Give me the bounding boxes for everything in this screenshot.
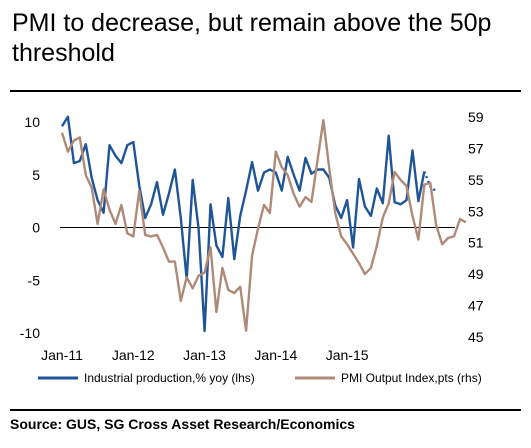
source-note: Source: GUS, SG Cross Asset Research/Eco… <box>10 416 355 432</box>
chart-axes: -10 -5 0 5 10 45 47 49 51 53 55 57 59 Jan-11 Jan-12 Jan… <box>20 109 484 363</box>
chart-legend: Industrial production,% yoy (lhs) PMI Out… <box>38 371 482 385</box>
legend-label-industrial-production: Industrial production,% yoy (lhs) <box>84 371 255 385</box>
y-left-tick-label: 0 <box>32 220 40 236</box>
y-left-tick-label: -5 <box>28 272 41 288</box>
y-right-tick-label: 55 <box>468 172 484 188</box>
legend-label-pmi-output: PMI Output Index,pts (rhs) <box>341 371 482 385</box>
industrial-production-line <box>60 115 426 333</box>
y-right-tick-label: 51 <box>468 235 484 251</box>
x-tick-label: Jan-11 <box>41 347 83 363</box>
title-divider <box>10 90 521 92</box>
y-left-tick-label: 10 <box>24 114 40 130</box>
y-right-tick-label: 53 <box>468 203 484 219</box>
y-right-tick-label: 47 <box>468 298 484 314</box>
pmi-output-line <box>60 118 467 332</box>
x-tick-label: Jan-13 <box>183 347 226 363</box>
chart-title: PMI to decrease, but remain above the 50… <box>12 9 492 67</box>
y-right-tick-label: 57 <box>468 140 484 156</box>
x-tick-label: Jan-12 <box>112 347 155 363</box>
footer-divider <box>10 409 521 411</box>
y-left-tick-label: 5 <box>32 167 40 183</box>
x-tick-label: Jan-14 <box>254 347 297 363</box>
y-right-tick-label: 59 <box>468 109 484 125</box>
chart-series <box>60 115 467 333</box>
pmi-industrial-production-chart: -10 -5 0 5 10 45 47 49 51 53 55 57 59 Jan-11 Jan-12 Jan… <box>20 109 484 385</box>
y-right-tick-label: 49 <box>468 266 484 282</box>
y-right-tick-label: 45 <box>468 329 484 345</box>
x-tick-label: Jan-15 <box>326 347 369 363</box>
y-left-tick-label: -10 <box>20 325 40 341</box>
